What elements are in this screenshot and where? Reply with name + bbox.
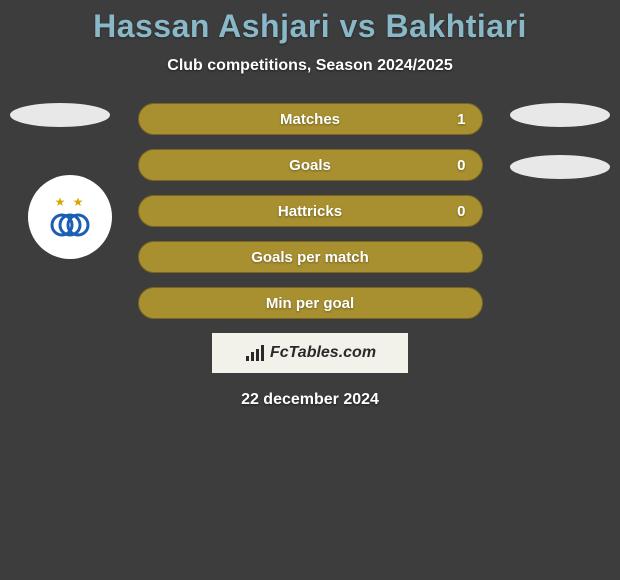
page-title: Hassan Ashjari vs Bakhtiari — [0, 0, 620, 45]
brand-box: FcTables.com — [212, 333, 408, 373]
date-text: 22 december 2024 — [0, 391, 620, 409]
stats-bars: Matches 1 Goals 0 Hattricks 0 Goals per … — [138, 103, 483, 319]
stat-row: Min per goal — [138, 287, 483, 319]
player-avatar-left — [10, 103, 110, 127]
comparison-content: ★ ★ Matches 1 Goals 0 Hattricks 0 Goals … — [0, 103, 620, 409]
club-badge-left: ★ ★ — [28, 175, 112, 259]
player-avatar-right-1 — [510, 103, 610, 127]
stat-label: Hattricks — [278, 203, 342, 220]
stat-row: Goals per match — [138, 241, 483, 273]
stat-value-right: 0 — [457, 203, 465, 220]
club-badge-rings-icon — [48, 211, 92, 239]
stat-row: Hattricks 0 — [138, 195, 483, 227]
player-avatar-right-2 — [510, 155, 610, 179]
stat-row: Matches 1 — [138, 103, 483, 135]
brand-chart-icon — [244, 344, 266, 362]
club-badge-stars: ★ ★ — [55, 195, 86, 209]
stat-row: Goals 0 — [138, 149, 483, 181]
stat-value-right: 1 — [457, 111, 465, 128]
stat-value-right: 0 — [457, 157, 465, 174]
subtitle: Club competitions, Season 2024/2025 — [0, 57, 620, 75]
brand-text: FcTables.com — [270, 344, 376, 362]
stat-label: Matches — [280, 111, 340, 128]
stat-label: Min per goal — [266, 295, 354, 312]
stat-label: Goals — [289, 157, 331, 174]
stat-label: Goals per match — [251, 249, 369, 266]
